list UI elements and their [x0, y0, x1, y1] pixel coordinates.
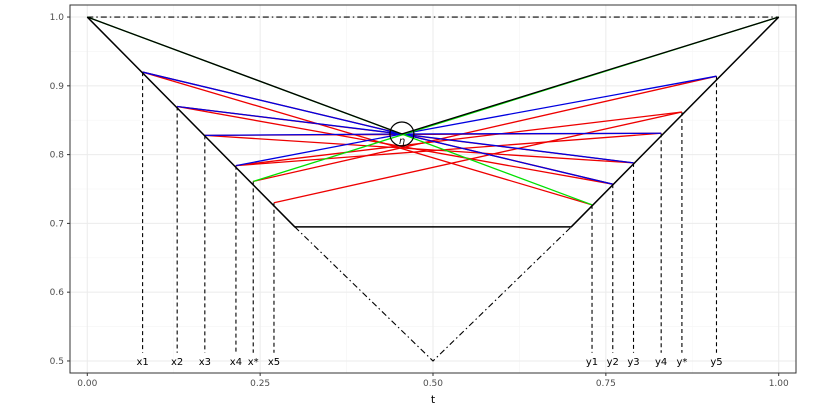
- black-segment: [401, 16, 779, 135]
- y-tick-label: 0.8: [50, 151, 65, 161]
- label-x4: x4: [230, 357, 242, 368]
- red-segment: [273, 111, 683, 204]
- label-y5: y5: [710, 357, 722, 368]
- red-segment: [204, 134, 634, 164]
- x-tick-label: 0.25: [250, 379, 270, 389]
- label-y2: y2: [607, 357, 619, 368]
- bottom-dashdot-v: [294, 226, 572, 362]
- label-x3: x3: [199, 357, 211, 368]
- x-tick-label: 0.50: [423, 379, 443, 389]
- red-segment: [142, 71, 593, 206]
- x-tick-label: 1.00: [769, 379, 789, 389]
- x-tick-label: 0.00: [77, 379, 97, 389]
- blue-segment: [401, 133, 634, 164]
- blue-segment: [177, 105, 402, 135]
- red-segment: [235, 111, 682, 167]
- label-y3: y3: [627, 357, 639, 368]
- blue-segment: [142, 71, 403, 135]
- label-xstar: x*: [248, 357, 259, 368]
- blue-segment: [401, 133, 613, 185]
- black-boundary: [86, 16, 780, 228]
- y-tick-label: 0.7: [50, 219, 64, 229]
- label-x2: x2: [171, 357, 183, 368]
- plot-layers: η x1 x2 x3 x4 x* x5 y1 y2 y3 y4 y* y5: [86, 16, 780, 368]
- label-x1: x1: [136, 357, 148, 368]
- red-segment: [177, 105, 613, 185]
- blue-segment: [204, 133, 402, 136]
- y-tick-label: 0.9: [50, 82, 65, 92]
- y-tick-label: 1.0: [50, 13, 65, 23]
- label-x5: x5: [268, 357, 280, 368]
- axes: 0.00 0.25 0.50 0.75 1.00 0.5 0.6 0.7 0.8 0.9 1.0: [50, 13, 789, 389]
- y-tick-label: 0.5: [50, 357, 64, 367]
- center-label: η: [399, 136, 405, 147]
- y-tick-label: 0.6: [50, 288, 65, 298]
- blue-segment: [401, 75, 717, 135]
- x-axis-title: t: [431, 393, 436, 406]
- label-ystar: y*: [676, 357, 687, 368]
- red-segment: [253, 75, 717, 183]
- red-segment: [235, 132, 662, 167]
- label-y1: y1: [586, 357, 598, 368]
- center-circle: [389, 121, 415, 147]
- blue-segment: [401, 132, 662, 135]
- x-tick-label: 0.75: [596, 379, 616, 389]
- label-y4: y4: [655, 357, 667, 368]
- blue-segment: [235, 133, 403, 167]
- black-segment: [87, 16, 403, 135]
